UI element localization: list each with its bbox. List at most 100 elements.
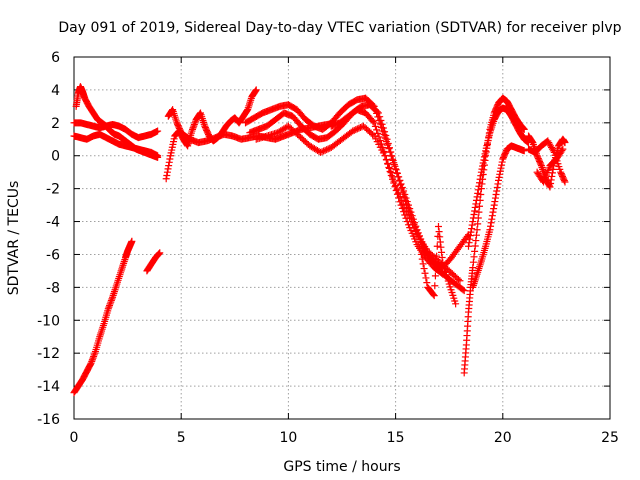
data-point [400,208,408,216]
series-track-f [162,86,260,183]
data-point [374,109,382,117]
x-tick-label: 0 [70,430,79,446]
data-point [469,214,477,222]
data-point [537,160,545,168]
data-point [389,175,397,183]
data-point [355,124,363,132]
data-point [401,211,409,219]
data-point [91,349,99,357]
data-point [349,127,357,135]
data-point [477,191,485,199]
data-point [468,225,476,233]
data-point [88,356,96,364]
data-point [352,126,360,134]
data-point [108,295,116,303]
data-point [387,171,395,179]
data-point [438,248,446,256]
data-point [437,243,445,251]
data-point [420,265,428,273]
data-point [403,218,411,226]
data-point [561,178,569,186]
data-point [429,290,437,298]
data-point [498,161,506,169]
data-point [388,152,396,160]
series-track-q [525,137,569,186]
data-point [393,190,401,198]
series-track-r [533,145,567,186]
data-point [487,219,495,227]
data-point [398,204,406,212]
data-point [470,253,478,261]
data-point [321,146,329,154]
data-point [104,305,112,313]
data-point [488,212,496,220]
data-point [493,183,501,191]
data-point [456,277,464,285]
data-point [402,214,410,222]
data-point [474,220,482,228]
data-marks [70,83,569,397]
data-point [434,222,442,230]
data-point [472,231,480,239]
data-point [384,159,392,167]
y-tick-label: -4 [46,215,60,231]
data-point [392,165,400,173]
data-point [549,165,557,173]
data-point [389,156,397,164]
data-point [421,269,429,277]
data-point [477,172,485,180]
data-point [471,247,479,255]
data-point [547,179,555,187]
data-point [423,279,431,287]
data-point [155,250,163,258]
data-point [374,129,382,137]
data-point [107,297,115,305]
y-tick-label: -6 [46,247,60,263]
data-point [549,147,557,155]
series-track-e [70,130,162,160]
data-point [385,164,393,172]
y-tick-label: 0 [51,149,60,165]
data-point [471,207,479,215]
data-point [477,168,485,176]
data-point [454,275,462,283]
data-point [189,125,197,133]
data-point [371,122,379,130]
data-point [191,119,199,127]
data-point [472,237,480,245]
data-point [486,226,494,234]
data-point [353,125,361,133]
data-point [430,292,438,300]
data-point [381,151,389,159]
data-point [369,117,377,125]
y-axis-label: SDTVAR / TECUs [6,181,22,296]
series-track-d [70,119,162,142]
data-point [460,287,468,295]
y-tick-label: -8 [46,280,60,296]
data-point [390,179,398,187]
data-point [373,108,381,116]
data-point [385,163,393,171]
data-point [474,189,482,197]
data-point [385,144,393,152]
data-point [165,158,173,166]
data-point [422,274,430,282]
data-point [491,198,499,206]
series-track-k [327,106,447,278]
x-tick-label: 20 [494,430,512,446]
data-point [495,176,503,184]
data-point [496,167,504,175]
data-point [558,147,566,155]
data-point [472,200,480,208]
data-point [106,300,114,308]
data-point [320,147,328,155]
data-point [488,215,496,223]
data-point [466,235,474,243]
x-tick-label: 10 [279,430,297,446]
data-point [441,265,449,273]
data-point [163,171,171,179]
data-point [498,158,506,166]
data-point [497,164,505,172]
data-point [392,187,400,195]
